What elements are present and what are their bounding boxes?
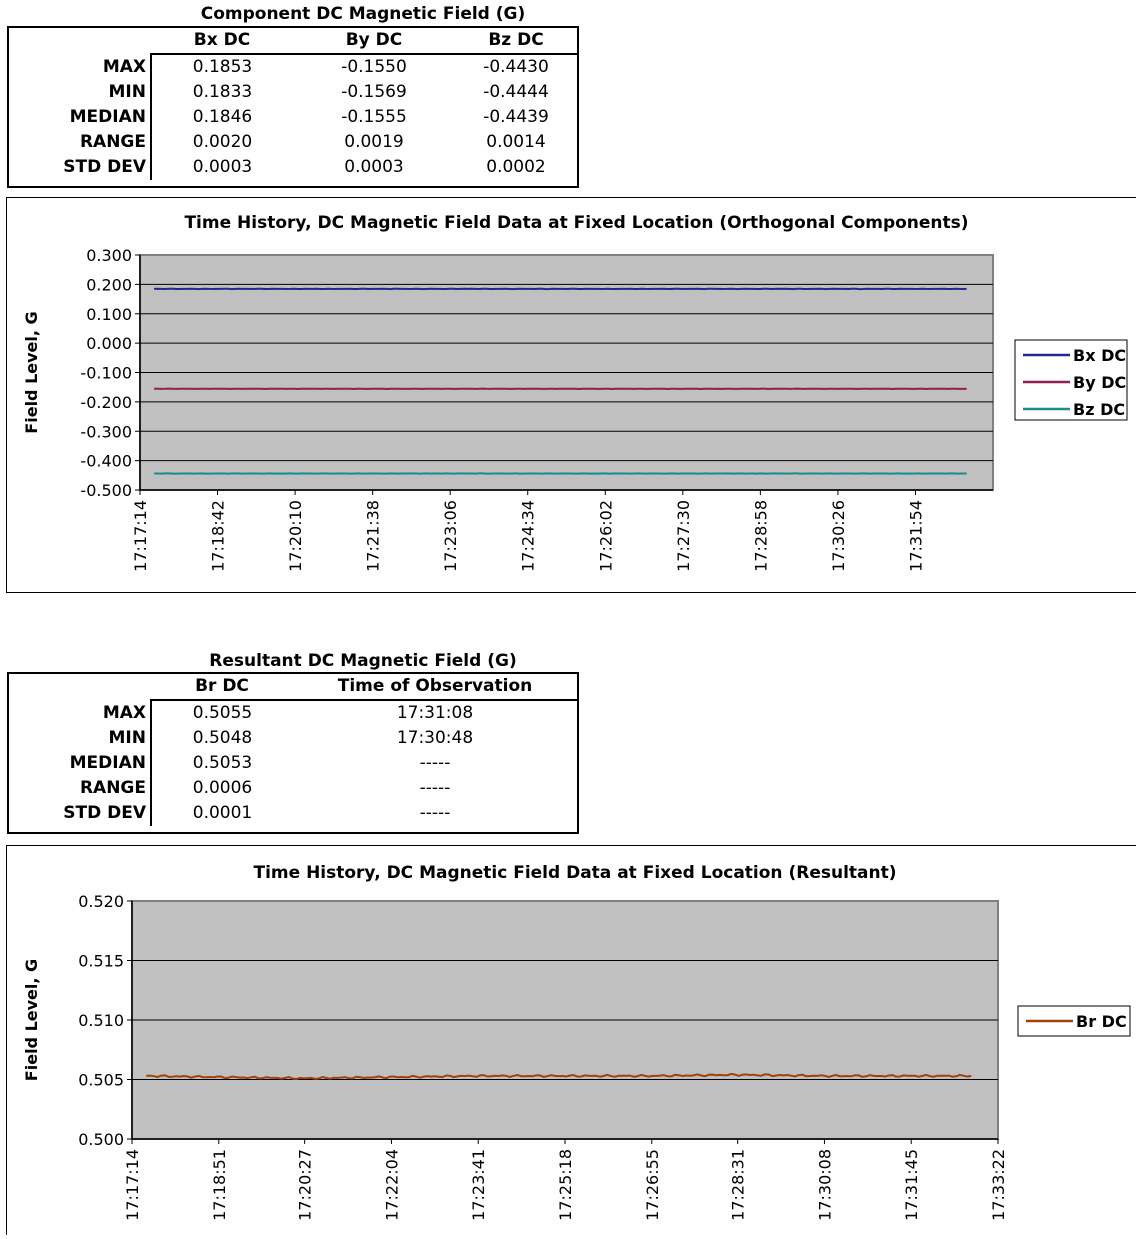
table-cell: ----- <box>293 776 577 801</box>
table-cell: ----- <box>293 801 577 826</box>
resultant-chart: Time History, DC Magnetic Field Data at … <box>6 845 1136 1235</box>
table-cell: 0.5055 <box>151 700 293 726</box>
table-cell: 17:31:08 <box>293 700 577 726</box>
row-label: MAX <box>9 700 151 726</box>
y-tick-label: -0.300 <box>80 422 132 441</box>
y-tick-label: 0.000 <box>86 334 132 353</box>
row-label: STD DEV <box>9 155 151 180</box>
chart-title: Time History, DC Magnetic Field Data at … <box>184 213 968 233</box>
col-header: Bx DC <box>151 28 293 54</box>
x-tick-label: 17:22:04 <box>382 1149 401 1221</box>
x-tick-label: 17:31:54 <box>906 500 925 572</box>
legend-label: Bz DC <box>1073 400 1125 419</box>
col-header: By DC <box>293 28 455 54</box>
resultant-chart-svg: Time History, DC Magnetic Field Data at … <box>7 846 1136 1235</box>
components-chart: Time History, DC Magnetic Field Data at … <box>6 197 1136 593</box>
table-cell: 0.0014 <box>455 130 577 155</box>
table-cell: 0.0003 <box>151 155 293 180</box>
component-table: Bx DC By DC Bz DC MAX 0.1853 -0.1550 -0.… <box>7 26 579 188</box>
table-cell: 0.0001 <box>151 801 293 826</box>
x-tick-label: 17:25:18 <box>556 1149 575 1221</box>
x-tick-label: 17:31:45 <box>902 1149 921 1221</box>
table-cell: 0.1846 <box>151 105 293 130</box>
x-tick-label: 17:33:22 <box>989 1149 1008 1221</box>
table-cell: ----- <box>293 751 577 776</box>
x-tick-label: 17:24:34 <box>519 500 538 572</box>
component-table-title: Component DC Magnetic Field (G) <box>150 4 576 24</box>
table-cell: 0.5048 <box>151 726 293 751</box>
x-tick-label: 17:17:14 <box>131 500 150 572</box>
row-label: MIN <box>9 726 151 751</box>
table-cell: 0.1853 <box>151 54 293 80</box>
chart-title: Time History, DC Magnetic Field Data at … <box>253 863 896 883</box>
col-header: Time of Observation <box>293 674 577 700</box>
row-label: MEDIAN <box>9 105 151 130</box>
legend-label: Bx DC <box>1073 346 1126 365</box>
x-tick-label: 17:30:08 <box>815 1149 834 1221</box>
table-cell: 0.1833 <box>151 80 293 105</box>
legend-label: Br DC <box>1076 1012 1127 1031</box>
y-tick-label: 0.515 <box>78 952 124 971</box>
x-tick-label: 17:18:51 <box>210 1149 229 1221</box>
y-tick-label: -0.200 <box>80 393 132 412</box>
legend-label: By DC <box>1073 373 1126 392</box>
x-tick-label: 17:30:26 <box>829 500 848 572</box>
x-tick-label: 17:26:02 <box>596 500 615 572</box>
row-label: MIN <box>9 80 151 105</box>
x-tick-label: 17:17:14 <box>123 1149 142 1221</box>
y-tick-label: 0.500 <box>78 1130 124 1149</box>
x-tick-label: 17:20:27 <box>296 1149 315 1221</box>
table-cell: -0.4444 <box>455 80 577 105</box>
table-cell: -0.1569 <box>293 80 455 105</box>
x-tick-label: 17:26:55 <box>643 1149 662 1221</box>
components-chart-svg: Time History, DC Magnetic Field Data at … <box>7 198 1136 592</box>
y-tick-label: 0.520 <box>78 892 124 911</box>
x-tick-label: 17:28:31 <box>729 1149 748 1221</box>
y-tick-label: -0.100 <box>80 364 132 383</box>
row-label: RANGE <box>9 130 151 155</box>
y-tick-label: -0.400 <box>80 452 132 471</box>
y-tick-label: 0.300 <box>86 246 132 265</box>
table-cell: 0.0020 <box>151 130 293 155</box>
y-axis-label: Field Level, G <box>22 959 41 1081</box>
col-header: Bz DC <box>455 28 577 54</box>
x-tick-label: 17:28:58 <box>751 500 770 572</box>
y-axis-label: Field Level, G <box>22 311 41 433</box>
y-tick-label: 0.200 <box>86 275 132 294</box>
row-label: MAX <box>9 54 151 80</box>
resultant-table-title: Resultant DC Magnetic Field (G) <box>150 651 576 671</box>
x-tick-label: 17:20:10 <box>286 500 305 572</box>
table-cell: -0.1555 <box>293 105 455 130</box>
table-cell: -0.4439 <box>455 105 577 130</box>
table-cell: 0.0003 <box>293 155 455 180</box>
table-cell: 0.0006 <box>151 776 293 801</box>
col-header: Br DC <box>151 674 293 700</box>
table-cell: 0.0002 <box>455 155 577 180</box>
x-tick-label: 17:18:42 <box>209 500 228 572</box>
x-tick-label: 17:23:41 <box>469 1149 488 1221</box>
x-tick-label: 17:27:30 <box>674 500 693 572</box>
x-tick-label: 17:21:38 <box>364 500 383 572</box>
table-cell: -0.4430 <box>455 54 577 80</box>
row-label: RANGE <box>9 776 151 801</box>
table-cell: 0.5053 <box>151 751 293 776</box>
row-label: MEDIAN <box>9 751 151 776</box>
y-tick-label: 0.510 <box>78 1011 124 1030</box>
y-tick-label: 0.100 <box>86 305 132 324</box>
x-tick-label: 17:23:06 <box>441 500 460 572</box>
row-label: STD DEV <box>9 801 151 826</box>
resultant-table: Br DC Time of Observation MAX 0.5055 17:… <box>7 672 579 834</box>
table-cell: -0.1550 <box>293 54 455 80</box>
y-tick-label: -0.500 <box>80 481 132 500</box>
y-tick-label: 0.505 <box>78 1071 124 1090</box>
table-cell: 0.0019 <box>293 130 455 155</box>
table-cell: 17:30:48 <box>293 726 577 751</box>
